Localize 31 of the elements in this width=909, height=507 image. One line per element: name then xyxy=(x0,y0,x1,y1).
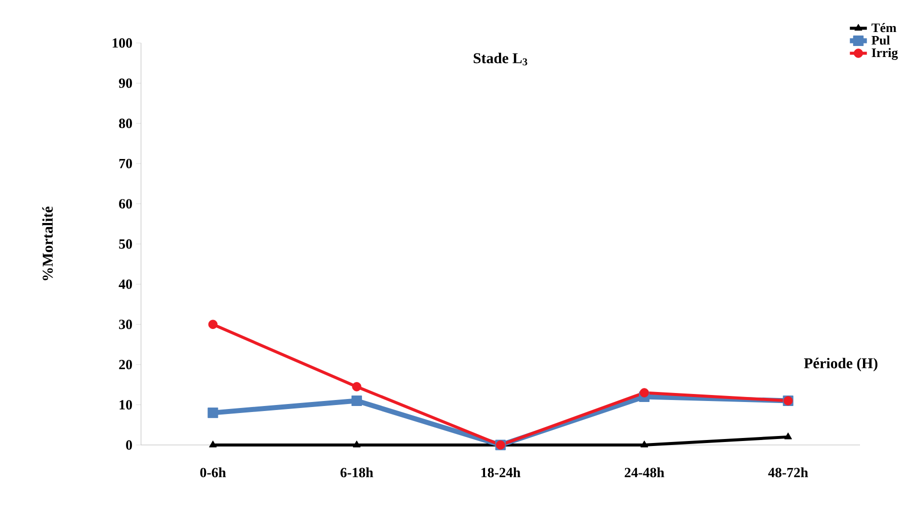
legend-label: Irrig xyxy=(872,48,898,60)
point xyxy=(640,440,648,448)
y-tick-label: 80 xyxy=(119,118,132,128)
y-tick-label: 20 xyxy=(119,360,132,370)
x-tick-label: 48-72h xyxy=(768,467,808,478)
y-tick-label: 0 xyxy=(126,440,132,450)
x-tick-label: 18-24h xyxy=(481,467,520,478)
y-tick-label: 60 xyxy=(119,199,132,208)
point xyxy=(351,396,362,406)
y-tick-label: 30 xyxy=(119,320,132,330)
y-tick-label: 100 xyxy=(112,38,132,48)
point xyxy=(208,320,218,330)
point xyxy=(208,408,218,418)
text: Stade L$_{3}$ xyxy=(474,52,528,66)
y-tick-label: 40 xyxy=(118,279,132,289)
y-tick-label: 70 xyxy=(119,158,132,168)
legend-label: Tém xyxy=(872,23,896,32)
y-tick-label: 10 xyxy=(120,400,132,410)
y-tick-label: 90 xyxy=(118,78,132,88)
x-tick-label: 0-6h xyxy=(200,467,226,478)
point xyxy=(209,440,217,448)
point xyxy=(352,440,361,448)
point xyxy=(784,432,792,440)
legend-label: Pul xyxy=(872,36,890,45)
x-tick-label: 6-18h xyxy=(340,467,374,478)
y-axis-title: %Mortalité xyxy=(42,206,53,280)
y-tick-label: 50 xyxy=(119,239,132,249)
x-tick-label: 24-48h xyxy=(624,467,664,478)
x-axis-title: Période (H) xyxy=(804,358,878,372)
point xyxy=(352,382,362,392)
point xyxy=(640,388,649,398)
